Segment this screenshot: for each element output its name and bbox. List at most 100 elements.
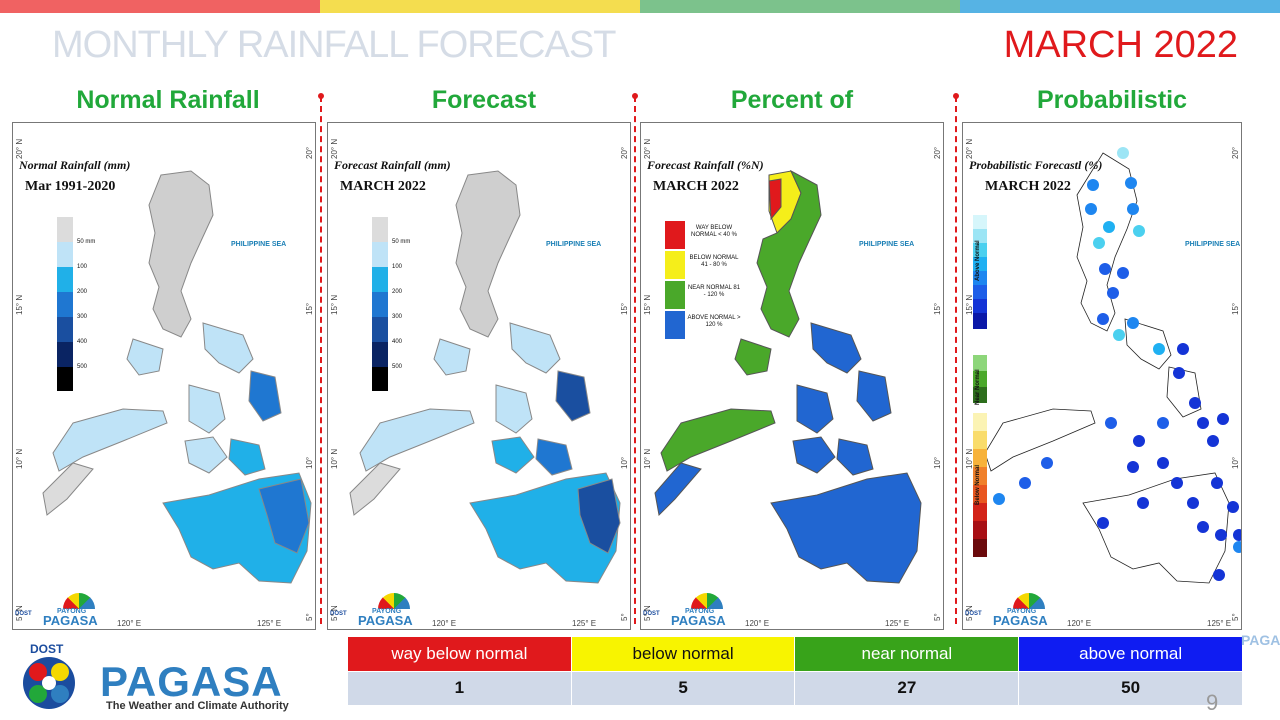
panel-divider (320, 96, 322, 624)
lon-label: 120° E (1067, 619, 1092, 628)
legend-label: NEAR NORMAL 81 - 120 % (687, 285, 741, 298)
lat-label: 10° N (305, 456, 315, 469)
legend-value: 500 (392, 364, 403, 370)
legend-swatch (665, 311, 685, 339)
legend-swatch (57, 292, 73, 317)
normal-rainfall-map: Normal Rainfall (mm) Mar 1991-2020 PHILI… (12, 122, 316, 630)
corner-logo-fragment: PAGASA (1241, 632, 1280, 648)
lat-label: 5° N (643, 605, 652, 621)
umbrella-icon (691, 593, 723, 609)
payong-pagasa-mini-logo: PAYONG DOST PAGASA (330, 593, 422, 629)
prob-legend: Above Normal Near Normal Below Normal (971, 215, 1021, 557)
lat-label: 5° N (15, 605, 24, 621)
stripe-blue (960, 0, 1280, 13)
lat-label: 10° N (620, 456, 630, 469)
lat-label: 10° N (1231, 456, 1241, 469)
lon-label: 120° E (117, 619, 142, 628)
legend-swatch (372, 292, 388, 317)
legend-value: 100 (392, 264, 403, 270)
umbrella-icon (1013, 593, 1045, 609)
sea-label: PHILIPPINE SEA (1185, 241, 1241, 248)
map-label: Forecast Rainfall (%N) (647, 158, 764, 172)
lat-label: 15° N (643, 294, 652, 315)
philippines-map (984, 147, 1241, 584)
probabilistic-map: Probabilistic Forecastl (%) MARCH 2022 P… (962, 122, 1242, 630)
panel-title-normal: Normal Rainfall (76, 86, 260, 114)
lon-label: 120° E (745, 619, 770, 628)
legend-value: 100 (77, 264, 88, 270)
map-subtitle: MARCH 2022 (340, 179, 426, 194)
rainfall-legend (57, 217, 73, 391)
legend-swatch (372, 367, 388, 391)
summary-header-row: way below normal below normal near norma… (347, 636, 1243, 672)
stripe-yellow (320, 0, 640, 13)
pagasa-tagline: The Weather and Climate Authority (106, 700, 289, 712)
count-way-below-normal: 1 (347, 670, 572, 706)
legend-value: 50 mm (392, 239, 411, 245)
lat-label: 20° N (933, 146, 943, 159)
stripe-red (0, 0, 320, 13)
lon-label: 125° E (885, 619, 910, 628)
header-color-stripes (0, 0, 1280, 13)
legend-value: 200 (392, 289, 403, 295)
legend-swatch (57, 267, 73, 292)
panel-divider (955, 96, 957, 624)
lat-label: 15° N (305, 302, 315, 315)
count-near-normal: 27 (794, 670, 1020, 706)
legend-swatch (665, 281, 685, 309)
legend-value: 500 (77, 364, 88, 370)
payong-pagasa-mini-logo: PAYONG DOST PAGASA (965, 593, 1057, 629)
percent-of-normal-map: Forecast Rainfall (%N) MARCH 2022 PHILIP… (640, 122, 944, 630)
legend-label: ABOVE NORMAL > 120 % (687, 315, 741, 328)
station-count-summary-table: way below normal below normal near norma… (347, 636, 1243, 706)
legend-swatch (57, 317, 73, 342)
lat-label: 10° N (965, 448, 974, 469)
page-number: 9 (1206, 690, 1219, 715)
lon-label: 125° E (1207, 619, 1232, 628)
legend-swatch (57, 217, 73, 242)
lat-label: 20° N (1231, 146, 1241, 159)
divider-marker (318, 93, 324, 99)
lon-label: 120° E (432, 619, 457, 628)
legend-value: 300 (392, 314, 403, 320)
lat-label: 5° N (330, 605, 339, 621)
lat-label: 10° N (15, 448, 24, 469)
map-label: Normal Rainfall (mm) (19, 158, 131, 172)
lat-label: 5° N (933, 613, 943, 621)
sea-label: PHILIPPINE SEA (231, 241, 287, 248)
divider-marker (632, 93, 638, 99)
sea-label: PHILIPPINE SEA (859, 241, 915, 248)
lat-label: 15° N (330, 294, 339, 315)
prob-legend-below (973, 413, 987, 557)
map-subtitle: MARCH 2022 (985, 179, 1071, 194)
map-label: Forecast Rainfall (mm) (334, 158, 451, 172)
legend-group: Near Normal (975, 369, 981, 405)
lat-label: 20° N (643, 138, 652, 159)
sea-label: PHILIPPINE SEA (546, 241, 602, 248)
pagasa-logo: DOST PAGASA The Weather and Climate Auth… (8, 638, 308, 716)
legend-value: 200 (77, 289, 88, 295)
panel-title-probabilistic: Probabilistic (1036, 86, 1188, 114)
slide-title: MONTHLY RAINFALL FORECAST (52, 24, 616, 66)
legend-value: 400 (392, 339, 403, 345)
philippines-map (654, 169, 922, 584)
lat-label: 15° N (620, 302, 630, 315)
legend-group: Below Normal (975, 464, 981, 505)
legend-swatch (665, 221, 685, 249)
payong-pagasa-mini-logo: PAYONG DOST PAGASA (643, 593, 735, 629)
lat-label: 20° N (330, 138, 339, 159)
legend-swatch (665, 251, 685, 279)
legend-swatch (372, 217, 388, 242)
pagasa-wordmark: PAGASA (100, 658, 283, 705)
category-near-normal: near normal (794, 636, 1020, 672)
legend-value: 400 (77, 339, 88, 345)
prob-legend-above (973, 215, 987, 349)
lon-label: 125° E (572, 619, 597, 628)
station-markers (993, 147, 1241, 581)
legend-swatch (57, 342, 73, 367)
lat-label: 5° N (620, 613, 630, 621)
legend-swatch (372, 342, 388, 367)
count-above-normal: 50 (1018, 670, 1243, 706)
lat-label: 20° N (305, 146, 315, 159)
lat-label: 10° N (933, 456, 943, 469)
